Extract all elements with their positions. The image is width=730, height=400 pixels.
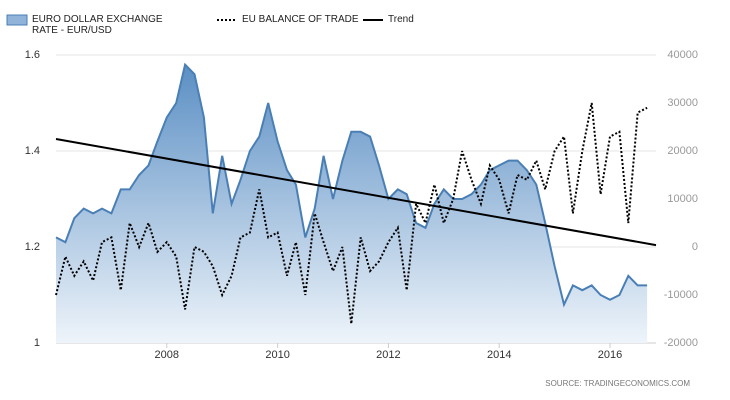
y-tick-label: 1.6 [25, 49, 40, 61]
y2-tick-label: 20000 [667, 145, 698, 157]
y2-tick-label: 40000 [667, 49, 698, 61]
y2-tick-label: 30000 [667, 97, 698, 109]
legend-label: EU BALANCE OF TRADE [242, 14, 359, 25]
legend-item: Trend [362, 14, 414, 26]
y2-tick-label: -10000 [664, 289, 698, 301]
y2-tick-label: 10000 [667, 193, 698, 205]
legend-item: EURO DOLLAR EXCHANGE RATE - EUR/USD [6, 14, 182, 36]
area [56, 64, 648, 343]
x-tick-label: 2008 [155, 349, 179, 361]
source: SOURCE: TRADINGECONOMICS.COM [545, 379, 690, 388]
y2-tick-label: -20000 [664, 337, 698, 349]
trend-line [55, 138, 657, 247]
x-tick-label: 2012 [376, 349, 400, 361]
legend-item: EU BALANCE OF TRADE [216, 14, 359, 26]
area-line [55, 62, 648, 308]
y-tick-label: 1.4 [25, 145, 40, 157]
legend-swatch [6, 14, 28, 26]
legend-swatch [217, 19, 237, 21]
legend-label: EURO DOLLAR EXCHANGE RATE - EUR/USD [32, 14, 163, 36]
x-tick-label: 2016 [598, 349, 622, 361]
y-tick-label: 1 [34, 337, 40, 349]
x-tick-label: 2014 [487, 349, 511, 361]
y2-tick-label: 0 [692, 241, 698, 253]
legend-swatch [363, 19, 383, 21]
legend-label: Trend [388, 14, 414, 25]
x-tick-label: 2010 [265, 349, 289, 361]
y-tick-label: 1.2 [25, 241, 40, 253]
